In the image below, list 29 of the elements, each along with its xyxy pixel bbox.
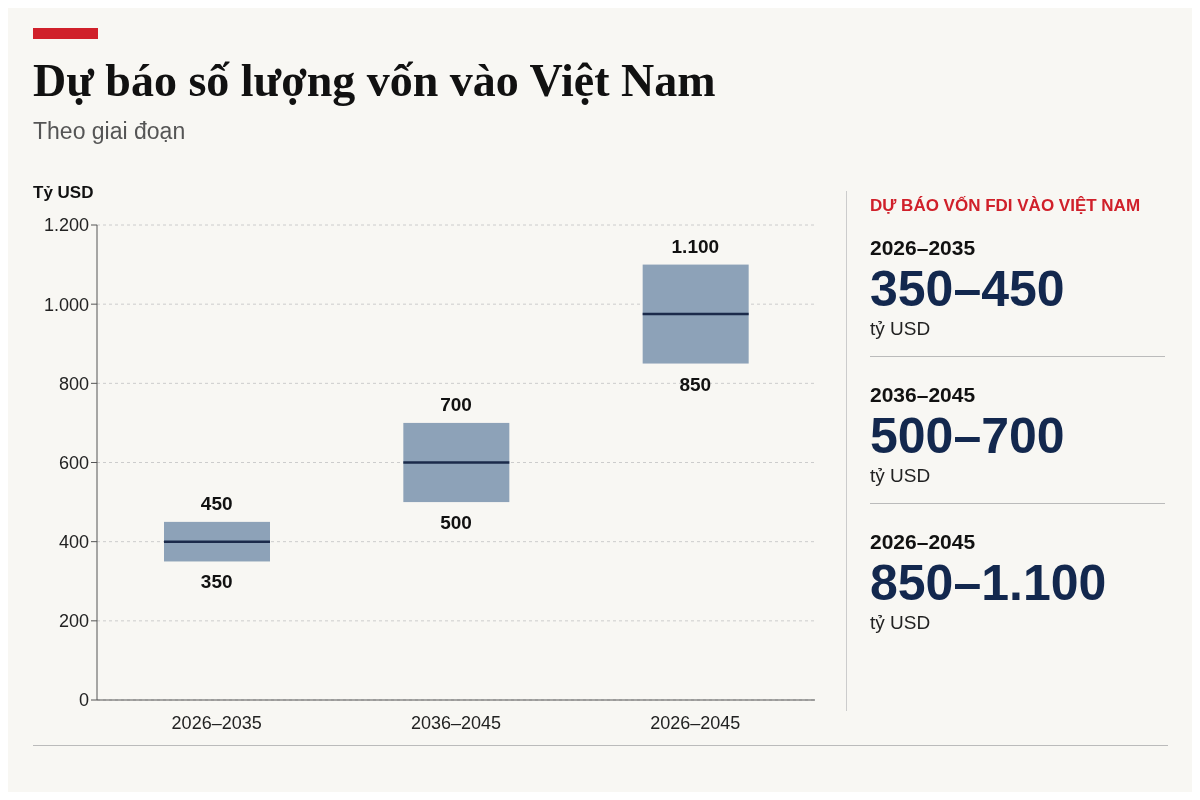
annotation: 500 — [440, 512, 472, 534]
text: 500–700 — [870, 407, 1066, 465]
text: DỰ BÁO VỐN FDI VÀO VIỆT NAM — [870, 196, 1142, 216]
text: 850–1.100 — [870, 554, 1108, 612]
x-tick-label: 2036–2045 — [410, 712, 502, 733]
annotation: 850 — [679, 373, 712, 395]
chart-title: Dự báo số lượng vốn vào Việt Nam — [33, 54, 716, 107]
text: 2036–2045 — [870, 383, 977, 407]
y-tick-label: 1.000 — [43, 294, 89, 315]
y-axis-title: Tỷ USD — [33, 183, 94, 203]
text: 2026–2045 — [870, 530, 977, 554]
y-tick-label: 400 — [58, 532, 89, 553]
x-tick-label: 2026–2045 — [650, 712, 741, 733]
annotation: 1.100 — [671, 235, 720, 257]
text: tỷ USD — [870, 612, 932, 634]
chart-subtitle: Theo giai đoạn — [33, 118, 186, 145]
text: 2026–2035 — [870, 236, 977, 260]
y-tick-label: 200 — [58, 611, 89, 632]
text: tỷ USD — [870, 318, 932, 340]
annotation: 700 — [440, 393, 472, 415]
x-tick-label: 2026–2035 — [171, 712, 262, 733]
annotation: 450 — [200, 492, 233, 514]
y-tick-label: 0 — [78, 690, 89, 711]
text: 350–450 — [870, 260, 1066, 318]
y-tick-label: 600 — [58, 452, 89, 473]
y-tick-label: 1.200 — [43, 215, 89, 236]
annotation: 350 — [200, 571, 233, 593]
text: tỷ USD — [870, 465, 932, 487]
y-tick-label: 800 — [58, 373, 89, 394]
